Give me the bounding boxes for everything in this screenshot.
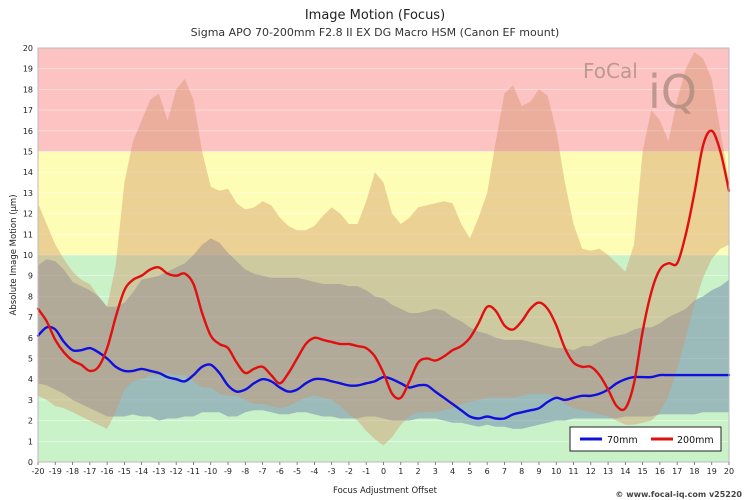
grid: [38, 47, 729, 463]
legend-label-200mm: 200mm: [677, 435, 714, 446]
series-lines: [36, 129, 731, 421]
x-tick-label: -12: [170, 467, 183, 476]
y-tick-label: 1: [28, 437, 33, 446]
y-tick-label: 3: [28, 396, 33, 405]
y-tick-label: 8: [28, 292, 33, 301]
y-axis-label: Absolute Image Motion (µm): [9, 194, 19, 315]
y-tick-label: 17: [23, 106, 33, 115]
x-tick-label: -17: [83, 467, 96, 476]
x-tick-label: 11: [568, 467, 578, 476]
y-tick-label: 7: [28, 313, 33, 322]
zone-2: [38, 48, 729, 152]
x-tick-label: -7: [259, 467, 267, 476]
focal-iq-watermark: FoCal iQ: [583, 59, 697, 119]
x-tick-label: 15: [638, 467, 648, 476]
y-tick-label: 5: [28, 355, 33, 364]
x-tick-label: 1: [398, 467, 403, 476]
x-tick-label: -3: [328, 467, 336, 476]
x-tick-label: 5: [467, 467, 472, 476]
watermark-text-right: iQ: [648, 65, 697, 119]
y-tick-label: 13: [23, 189, 33, 198]
y-tick-label: 14: [23, 168, 33, 177]
x-tick-label: 8: [519, 467, 524, 476]
legend-label-70mm: 70mm: [607, 435, 638, 446]
x-tick-label: -1: [362, 467, 370, 476]
watermark-text-left: FoCal: [583, 59, 638, 83]
y-tick-label: 0: [28, 458, 33, 467]
x-tick-label: 18: [689, 467, 699, 476]
x-tick-label: 2: [416, 467, 421, 476]
x-tick-label: 3: [433, 467, 438, 476]
x-tick-label: -9: [224, 467, 232, 476]
x-tick-label: -8: [241, 467, 249, 476]
x-tick-label: -10: [204, 467, 217, 476]
x-tick-label: -2: [345, 467, 353, 476]
x-tick-label: 12: [586, 467, 596, 476]
x-tick-label: 19: [707, 467, 717, 476]
variance-bands: [38, 52, 729, 446]
y-tick-label: 15: [23, 148, 33, 157]
y-tick-label: 18: [23, 85, 33, 94]
y-tick-label: 9: [28, 272, 33, 281]
y-tick-label: 4: [28, 375, 33, 384]
x-tick-label: -4: [310, 467, 318, 476]
x-tick-label: 9: [536, 467, 541, 476]
x-tick-label: -16: [101, 467, 114, 476]
chart-subtitle: Sigma APO 70-200mm F2.8 II EX DG Macro H…: [191, 26, 560, 39]
x-tick-label: 7: [502, 467, 507, 476]
x-tick-label: -5: [293, 467, 301, 476]
x-tick-label: 17: [672, 467, 682, 476]
x-tick-label: 0: [381, 467, 386, 476]
footer-copyright: © www.focal-iq.com v25220: [615, 490, 742, 499]
x-axis-ticks: -20 -19 -18 -17 -16 -15 -14 -13 -12 -11 -10 -9 -8 -7-…: [31, 462, 734, 476]
y-tick-label: 10: [23, 251, 33, 260]
y-tick-label: 12: [23, 210, 33, 219]
chart-title: Image Motion (Focus): [305, 8, 445, 23]
y-tick-label: 19: [23, 65, 33, 74]
x-tick-label: 10: [551, 467, 561, 476]
x-tick-label: -20: [31, 467, 44, 476]
band-200mm: [38, 52, 729, 446]
x-tick-label: -18: [66, 467, 79, 476]
x-tick-label: 20: [724, 467, 734, 476]
x-tick-label: -11: [187, 467, 200, 476]
series-line-200mm: [36, 129, 731, 412]
x-tick-label: -19: [49, 467, 62, 476]
legend: 70mm 200mm: [569, 426, 722, 452]
y-tick-label: 6: [28, 334, 33, 343]
y-tick-label: 20: [23, 44, 33, 53]
x-tick-label: -14: [135, 467, 148, 476]
x-tick-label: 4: [450, 467, 455, 476]
x-axis-label: Focus Adjustment Offset: [333, 486, 438, 496]
x-tick-label: 13: [603, 467, 613, 476]
y-tick-label: 16: [23, 127, 33, 136]
series-line-70mm: [36, 325, 731, 421]
band-70mm: [38, 238, 729, 429]
x-tick-label: 14: [620, 467, 630, 476]
x-tick-label: -13: [152, 467, 165, 476]
zone-1: [38, 151, 729, 255]
y-tick-label: 11: [23, 230, 33, 239]
x-tick-label: 16: [655, 467, 665, 476]
x-tick-label: -6: [276, 467, 284, 476]
x-tick-label: -15: [118, 467, 131, 476]
y-tick-label: 2: [28, 417, 33, 426]
x-tick-label: 6: [485, 467, 490, 476]
